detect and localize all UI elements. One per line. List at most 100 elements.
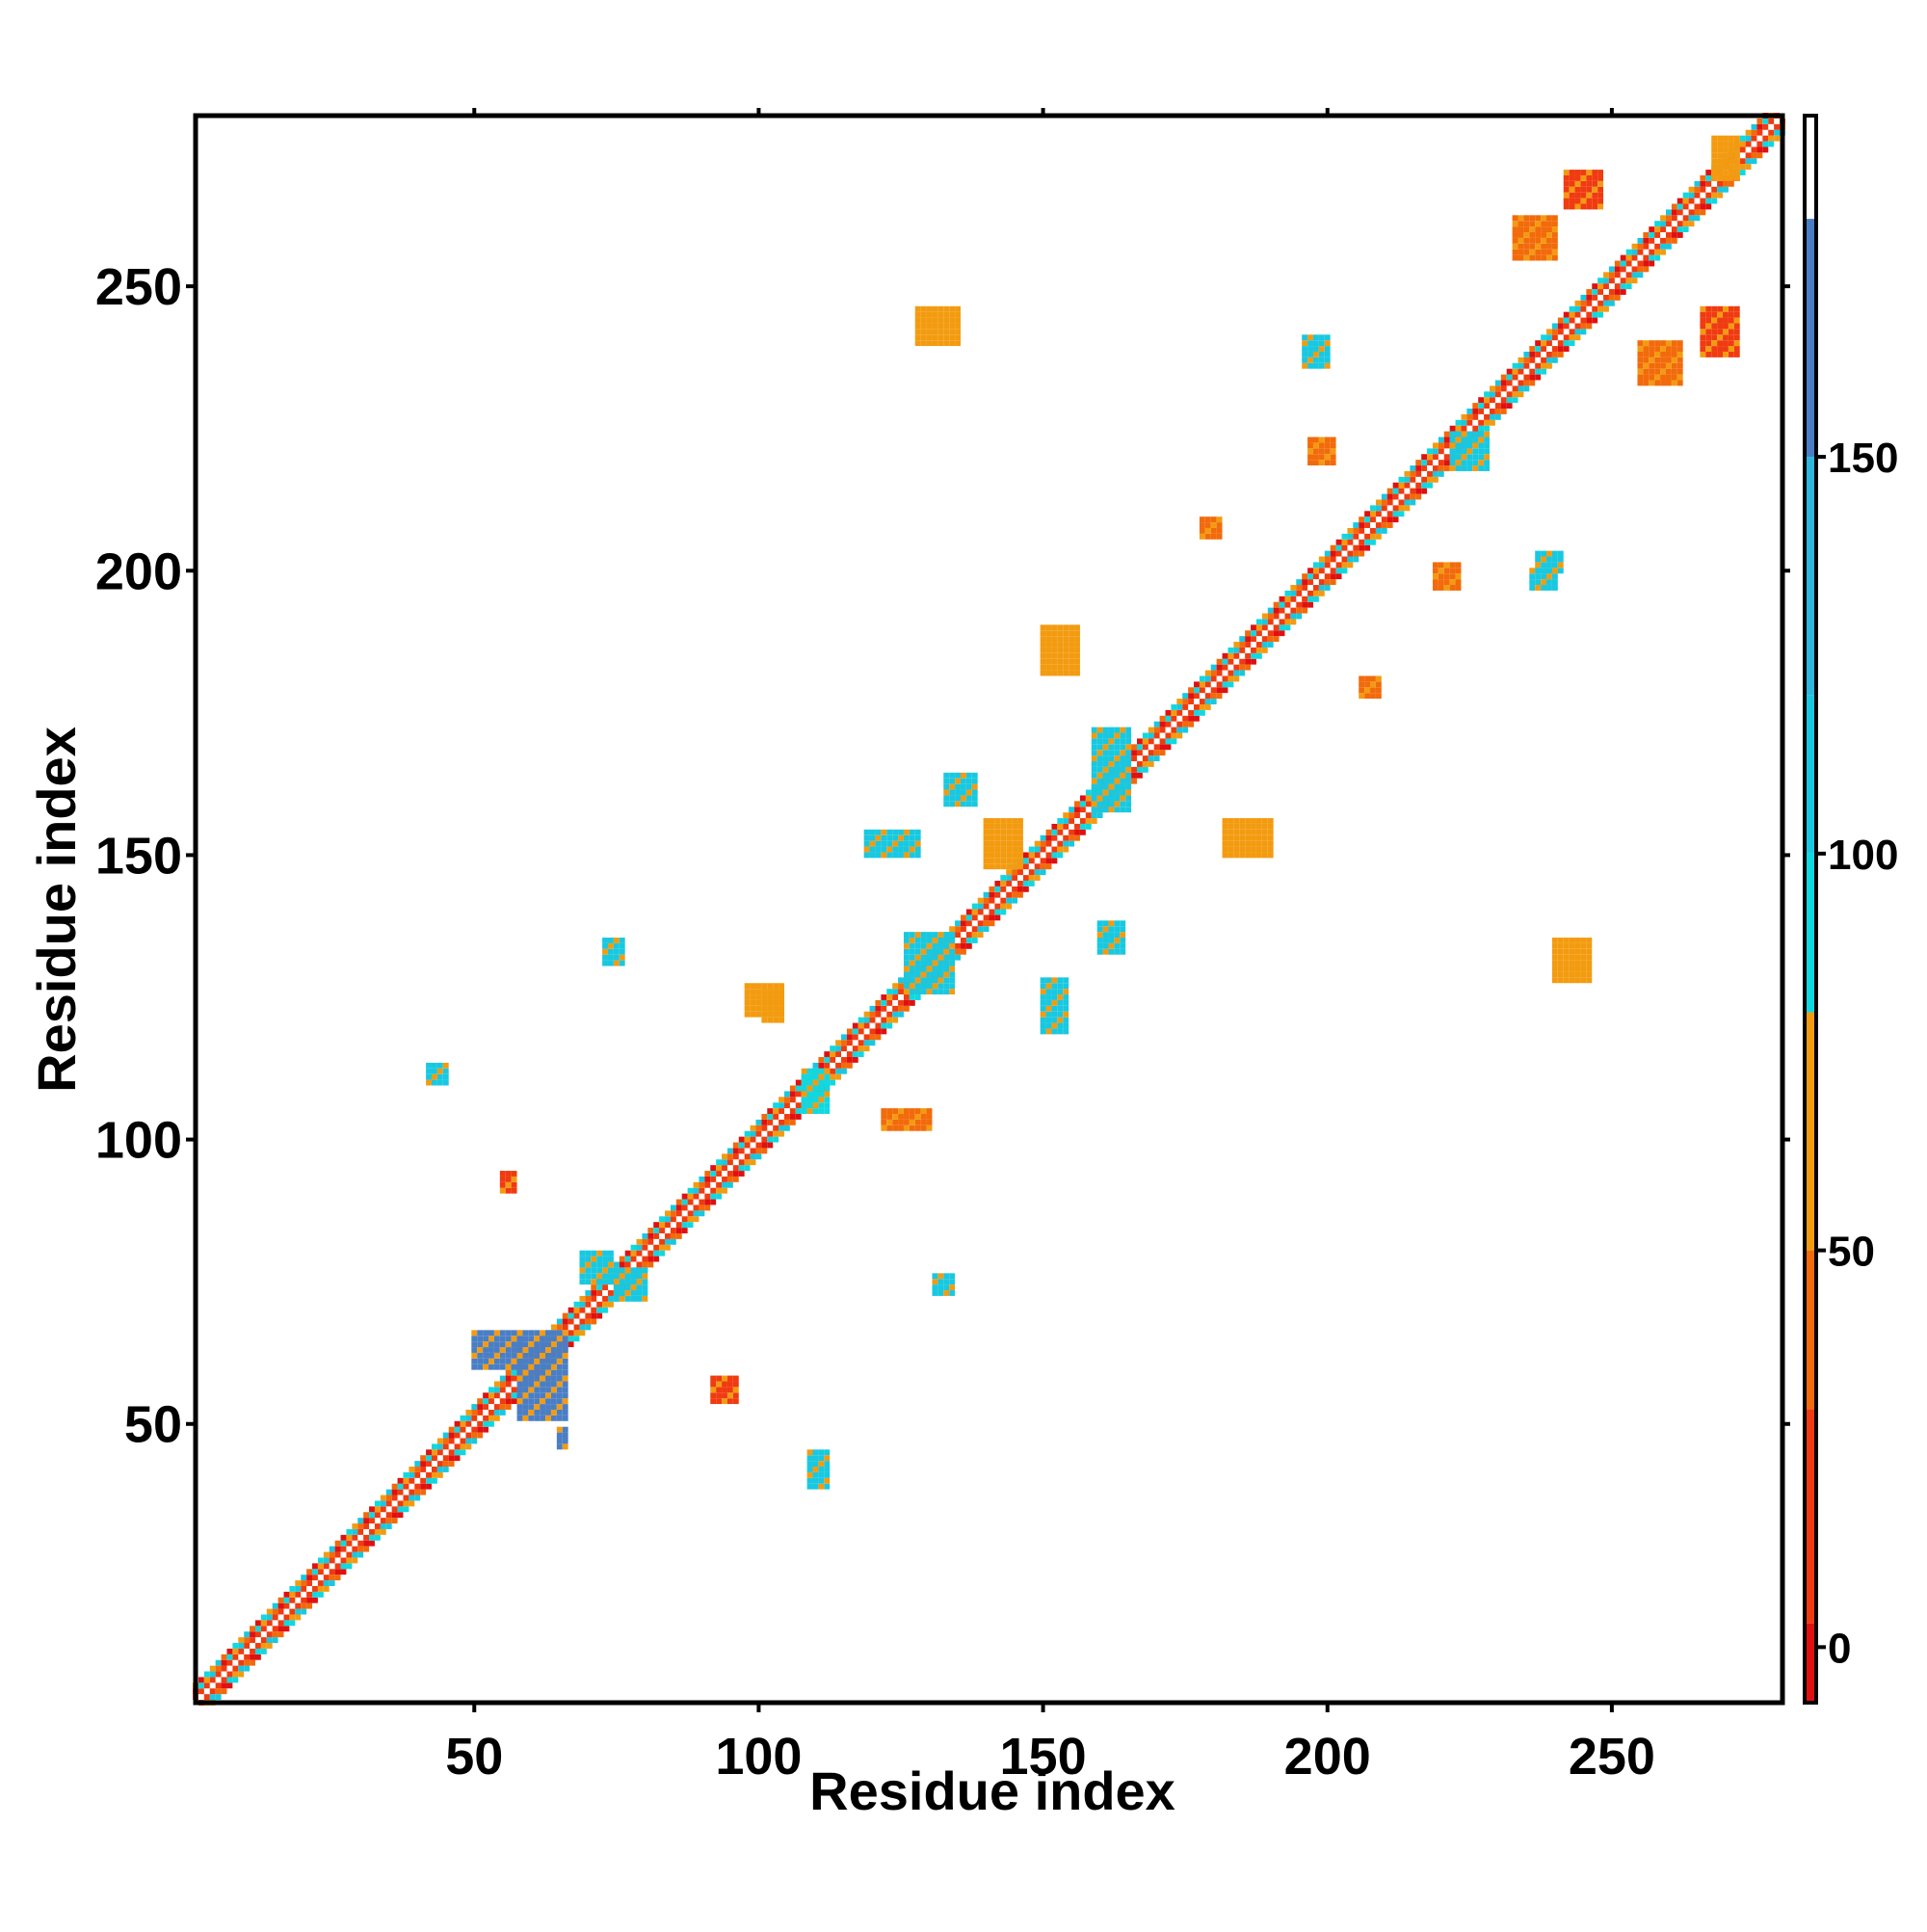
diagonal-cell [1210, 670, 1217, 676]
contact-cell [516, 1347, 523, 1353]
diagonal-cell [830, 1045, 836, 1052]
diagonal-cell [1631, 266, 1638, 273]
diagonal-cell [1551, 351, 1558, 357]
diagonal-cell [1682, 192, 1689, 198]
contact-cell [1302, 351, 1308, 357]
contact-cell [1660, 346, 1666, 352]
diagonal-cell [334, 1540, 341, 1547]
diagonal-cell [1255, 652, 1262, 659]
contact-cell [1125, 744, 1132, 751]
contact-cell [1051, 658, 1058, 665]
contact-cell [955, 778, 961, 784]
contact-cell [983, 846, 990, 853]
diagonal-cell [1176, 703, 1183, 710]
contact-cell [1051, 1005, 1058, 1012]
diagonal-cell [1057, 846, 1064, 853]
contact-cell [1551, 938, 1558, 943]
contact-cell [528, 1330, 535, 1337]
contact-cell [955, 311, 961, 318]
diagonal-cell [1643, 254, 1650, 261]
diagonal-cell [556, 1324, 563, 1331]
contact-cell [1261, 840, 1268, 847]
diagonal-cell [1494, 385, 1501, 392]
diagonal-cell [1012, 875, 1018, 881]
diagonal-cell [670, 1238, 676, 1245]
diagonal-cell [1625, 260, 1632, 267]
diagonal-cell [1774, 135, 1781, 142]
contact-cell [806, 1079, 813, 1086]
diagonal-cell [1427, 482, 1433, 489]
contact-cell [965, 772, 972, 779]
diagonal-cell [250, 1637, 255, 1644]
contact-cell [1529, 579, 1536, 586]
contact-cell [488, 1330, 494, 1337]
diagonal-cell [1768, 135, 1775, 142]
diagonal-cell [892, 1005, 899, 1012]
diagonal-cell [779, 1102, 784, 1109]
diagonal-cell [493, 1404, 500, 1410]
diagonal-cell [1085, 812, 1092, 819]
diagonal-cell [1069, 829, 1075, 835]
diagonal-cell [779, 1108, 784, 1115]
contact-cell [499, 1330, 506, 1337]
contact-cell [960, 795, 966, 802]
diagonal-cell [1546, 334, 1552, 341]
contact-cell [1649, 351, 1655, 357]
contact-cell [1705, 305, 1712, 312]
contact-cell [522, 1330, 529, 1337]
contact-cell [1125, 727, 1132, 733]
diagonal-cell [1535, 368, 1542, 375]
diagonal-cell [1398, 511, 1405, 517]
diagonal-cell [869, 1028, 876, 1035]
diagonal-cell [1569, 311, 1575, 318]
diagonal-cell [277, 1626, 284, 1632]
diagonal-cell [863, 1017, 870, 1023]
contact-cell [1484, 431, 1490, 437]
contact-cell [528, 1369, 535, 1376]
contact-cell [624, 1295, 631, 1302]
contact-cell [1728, 164, 1734, 171]
contact-cell [499, 1347, 506, 1353]
diagonal-cell [483, 1415, 489, 1421]
contact-cell [1057, 658, 1064, 665]
diagonal-cell [1057, 823, 1064, 830]
contact-cell [1312, 357, 1319, 363]
contact-cell [1557, 550, 1564, 557]
diagonal-cell [1182, 721, 1189, 728]
diagonal-cell [215, 1665, 222, 1672]
contact-cell [761, 994, 768, 1000]
diagonal-cell [1045, 834, 1052, 841]
contact-cell [812, 1461, 819, 1468]
contact-cell [562, 1432, 568, 1439]
contact-cell [431, 1068, 437, 1074]
heatmap-cells [193, 113, 1785, 1706]
diagonal-cell [1188, 715, 1195, 722]
contact-cell [903, 983, 910, 990]
contact-cell [642, 1267, 648, 1274]
contact-cell [607, 960, 614, 966]
contact-cell [1114, 750, 1121, 756]
contact-cell [1051, 670, 1058, 676]
contact-cell [926, 971, 933, 978]
contact-cell [1255, 840, 1262, 847]
diagonal-cell [1188, 687, 1195, 694]
diagonal-cell [1756, 152, 1763, 159]
contact-cell [1518, 215, 1524, 222]
diagonal-cell [881, 994, 887, 1000]
contact-cell [818, 1068, 825, 1074]
diagonal-cell [761, 1136, 768, 1143]
contact-cell [1723, 146, 1729, 153]
contact-cell [1569, 938, 1575, 943]
contact-cell [824, 1483, 831, 1490]
contact-cell [1125, 795, 1132, 802]
contact-cell [1637, 374, 1644, 381]
diagonal-cell [465, 1432, 472, 1439]
diagonal-cell [675, 1199, 682, 1205]
contact-cell [1114, 783, 1121, 790]
diagonal-cell [1194, 687, 1200, 694]
diagonal-cell [1620, 260, 1626, 267]
contact-cell [1108, 801, 1115, 807]
diagonal-cell [460, 1426, 466, 1433]
diagonal-cell [1233, 642, 1240, 648]
contact-cell [920, 942, 927, 949]
